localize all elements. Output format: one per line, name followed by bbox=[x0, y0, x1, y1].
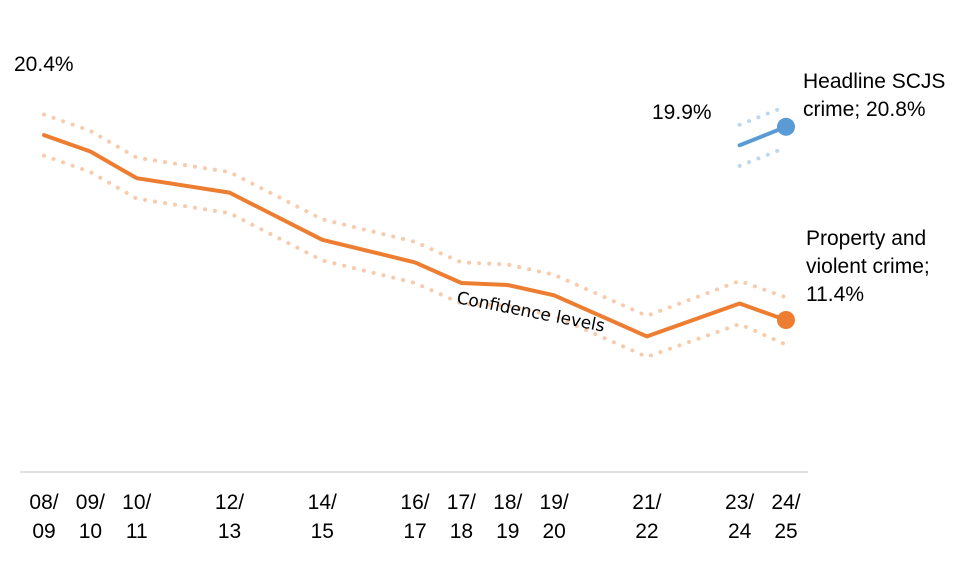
property-label-line-2: violent crime; bbox=[806, 255, 930, 278]
property-label-line-3: 11.4% bbox=[806, 283, 864, 306]
headline-label-line-1: Headline SCJS bbox=[803, 70, 945, 93]
confidence-interval-lines bbox=[42, 104, 788, 360]
headline-start-value-label: 19.9% bbox=[652, 101, 712, 124]
x-tick-label: 17/18 bbox=[447, 491, 476, 543]
x-tick-labels: 08/09 09/10 10/11 12/13 14/15 16/17 17/18 18/19… bbox=[29, 491, 800, 543]
x-tick-label: 10/11 bbox=[122, 491, 151, 543]
x-tick-label: 23/24 bbox=[725, 491, 754, 543]
series-lines bbox=[42, 117, 795, 339]
x-tick-label: 24/25 bbox=[771, 491, 800, 543]
headline-lower-ci-line bbox=[737, 145, 788, 168]
property-line bbox=[42, 133, 788, 339]
headline-upper-ci-line bbox=[737, 104, 788, 127]
x-tick-label: 18/19 bbox=[493, 491, 522, 543]
headline-end-point bbox=[777, 117, 795, 136]
property-series-label: Property and violent crime; 11.4% bbox=[806, 227, 936, 306]
x-tick-label: 08/09 bbox=[29, 491, 58, 543]
x-tick-label: 09/10 bbox=[76, 491, 105, 543]
headline-label-line-2: crime; 20.8% bbox=[803, 98, 926, 121]
property-lower-ci-line bbox=[42, 153, 788, 360]
x-tick-label: 19/20 bbox=[540, 491, 569, 543]
property-label-line-1: Property and bbox=[806, 227, 926, 250]
x-tick-label: 21/22 bbox=[632, 491, 661, 543]
property-end-point bbox=[777, 311, 795, 329]
headline-series-label: Headline SCJS crime; 20.8% bbox=[803, 70, 951, 121]
property-upper-ci-line bbox=[42, 112, 788, 319]
confidence-levels-annotation: Confidence levels bbox=[455, 288, 606, 336]
x-tick-label: 16/17 bbox=[400, 491, 429, 543]
x-tick-label: 12/13 bbox=[215, 491, 244, 543]
start-value-label: 20.4% bbox=[14, 53, 74, 76]
x-tick-label: 14/15 bbox=[308, 491, 337, 543]
